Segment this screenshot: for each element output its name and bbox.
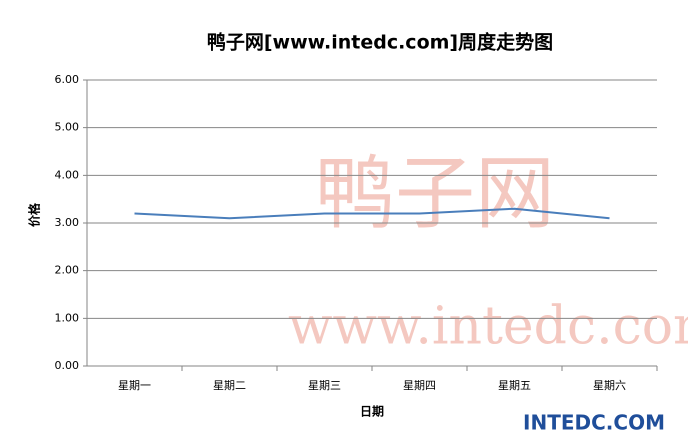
y-tick-label: 5.00: [55, 121, 80, 134]
y-axis-label: 价格: [27, 202, 42, 227]
y-tick-label: 2.00: [55, 264, 80, 277]
watermark: 鸭子网: [315, 147, 555, 240]
x-tick-label: 星期二: [213, 379, 246, 392]
y-tick-label: 4.00: [55, 168, 80, 181]
x-tick-label: 星期五: [498, 379, 531, 392]
chart-title: 鸭子网[www.intedc.com]周度走势图: [207, 31, 553, 54]
line: [134, 207, 610, 220]
y-tick-label: 1.00: [55, 311, 80, 324]
y-tick-label: 0.00: [55, 359, 80, 372]
x-tick-label: 星期三: [308, 379, 341, 392]
y-tick-label: 6.00: [55, 73, 80, 86]
x-tick-label: 星期一: [118, 379, 151, 392]
x-tick-label: 星期四: [403, 379, 436, 392]
y-tick-label: 3.00: [55, 216, 80, 229]
logo: INTEDC.COM: [523, 411, 665, 435]
x-axis-label: 日期: [360, 404, 384, 419]
x-tick-label: 星期六: [593, 379, 626, 392]
watermark: www.intedc.com: [288, 297, 688, 357]
